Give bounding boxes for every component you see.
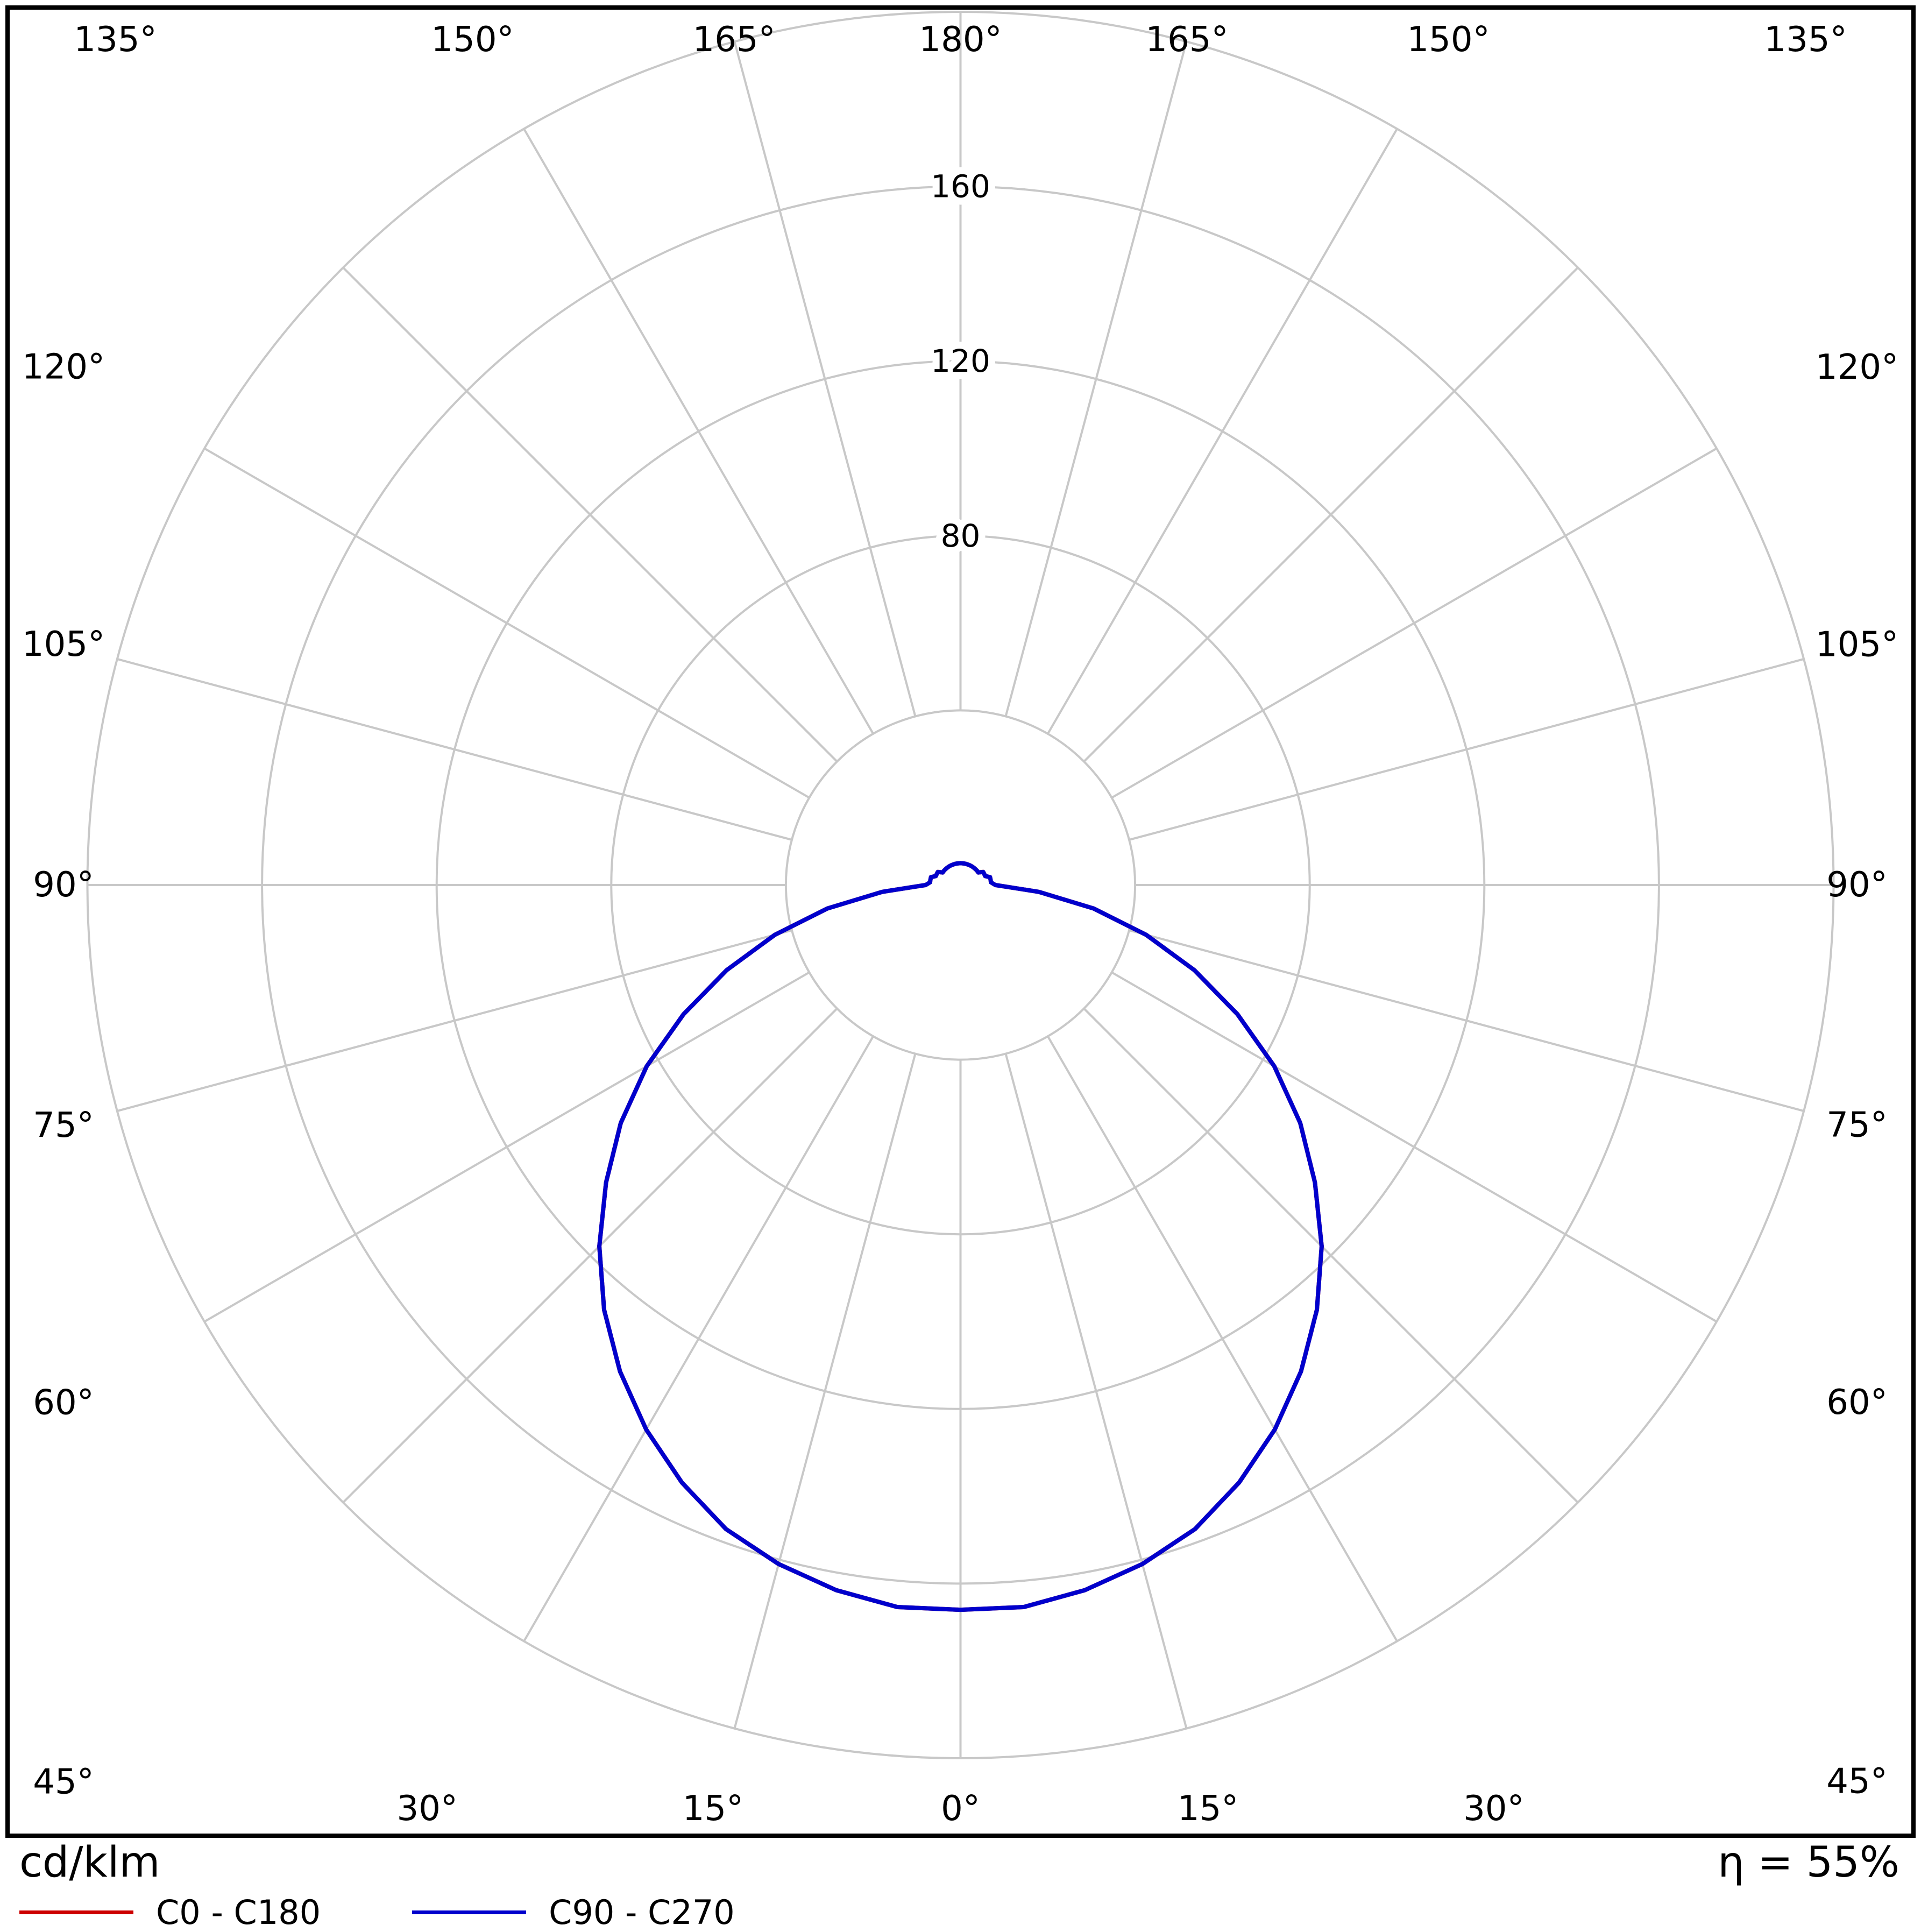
- grid-spoke-150: [1047, 128, 1398, 734]
- angle-label-90-left: 90°: [33, 865, 94, 905]
- angle-label-135-left: 135°: [74, 20, 157, 60]
- grid-spoke-210: [523, 128, 874, 734]
- efficiency-label: η = 55%: [1718, 1838, 1899, 1887]
- angle-label-45-right: 45°: [1826, 1762, 1887, 1802]
- grid-spoke-255: [117, 658, 792, 841]
- grid-spoke-195: [733, 41, 917, 717]
- grid-spoke-135: [1083, 266, 1579, 762]
- angle-label-75-left: 75°: [33, 1106, 94, 1145]
- angle-label-75-right: 75°: [1826, 1106, 1887, 1145]
- grid-spoke-30: [1047, 1036, 1398, 1642]
- grid-spoke-120: [1111, 447, 1718, 799]
- angle-label-15-left: 15°: [683, 1789, 743, 1829]
- angle-label-30-left: 30°: [396, 1789, 457, 1829]
- grid-spoke-105: [1129, 658, 1804, 841]
- grid-spoke-75: [1129, 929, 1804, 1112]
- angle-label-105-left: 105°: [22, 625, 105, 664]
- grid-spoke-345: [733, 1053, 917, 1729]
- grid-spoke-285: [117, 929, 792, 1112]
- angle-label-45-left: 45°: [33, 1763, 94, 1802]
- legend-line-red-icon: [19, 1910, 133, 1914]
- angle-label-15-right: 15°: [1178, 1789, 1238, 1829]
- grid-spoke-225: [342, 266, 838, 762]
- grid-spoke-15: [1004, 1053, 1188, 1729]
- grid-spoke-315: [342, 1008, 838, 1504]
- angle-label-150-right: 150°: [1407, 20, 1490, 60]
- angle-label-150-left: 150°: [431, 20, 514, 60]
- grid-spoke-300: [203, 971, 810, 1323]
- legend-entry-c90-c270: C90 - C270: [412, 1893, 735, 1932]
- grid-spoke-45: [1083, 1008, 1579, 1504]
- legend-line-blue-icon: [412, 1910, 527, 1914]
- angle-label-0: 0°: [941, 1789, 980, 1829]
- grid-spoke-240: [203, 447, 810, 799]
- legend-label-c90-c270: C90 - C270: [549, 1892, 735, 1932]
- units-label: cd/klm: [19, 1838, 160, 1887]
- angle-label-90-right: 90°: [1826, 865, 1887, 905]
- angle-label-165-right: 165°: [1145, 20, 1228, 60]
- angle-label-60-right: 60°: [1826, 1383, 1887, 1423]
- radial-tick-label-160: 160: [931, 168, 990, 205]
- grid-spoke-60: [1111, 971, 1718, 1323]
- polar-grid: [86, 11, 1835, 1759]
- angle-label-60-left: 60°: [33, 1383, 94, 1423]
- angle-label-180: 180°: [919, 20, 1002, 60]
- angle-label-165-left: 165°: [692, 20, 775, 60]
- angle-label-120-right: 120°: [1816, 348, 1898, 387]
- chart-footer: cd/klm η = 55% C0 - C180 C90 - C270: [0, 1838, 1921, 1932]
- grid-spoke-165: [1004, 41, 1188, 717]
- radial-tick-label-120: 120: [931, 343, 990, 379]
- curve-C90-C270: [597, 861, 1324, 1612]
- legend-entry-c0-c180: C0 - C180: [19, 1893, 321, 1932]
- angle-label-120-left: 120°: [22, 347, 105, 387]
- footer-top-row: cd/klm η = 55%: [0, 1838, 1921, 1885]
- legend-label-c0-c180: C0 - C180: [156, 1892, 321, 1932]
- angle-label-135-right: 135°: [1764, 20, 1847, 60]
- radial-tick-label-80: 80: [941, 518, 981, 554]
- angle-label-30-right: 30°: [1463, 1789, 1524, 1829]
- angle-label-105-right: 105°: [1816, 625, 1898, 664]
- grid-spoke-330: [523, 1036, 874, 1642]
- chart-legend: C0 - C180 C90 - C270: [19, 1893, 1921, 1932]
